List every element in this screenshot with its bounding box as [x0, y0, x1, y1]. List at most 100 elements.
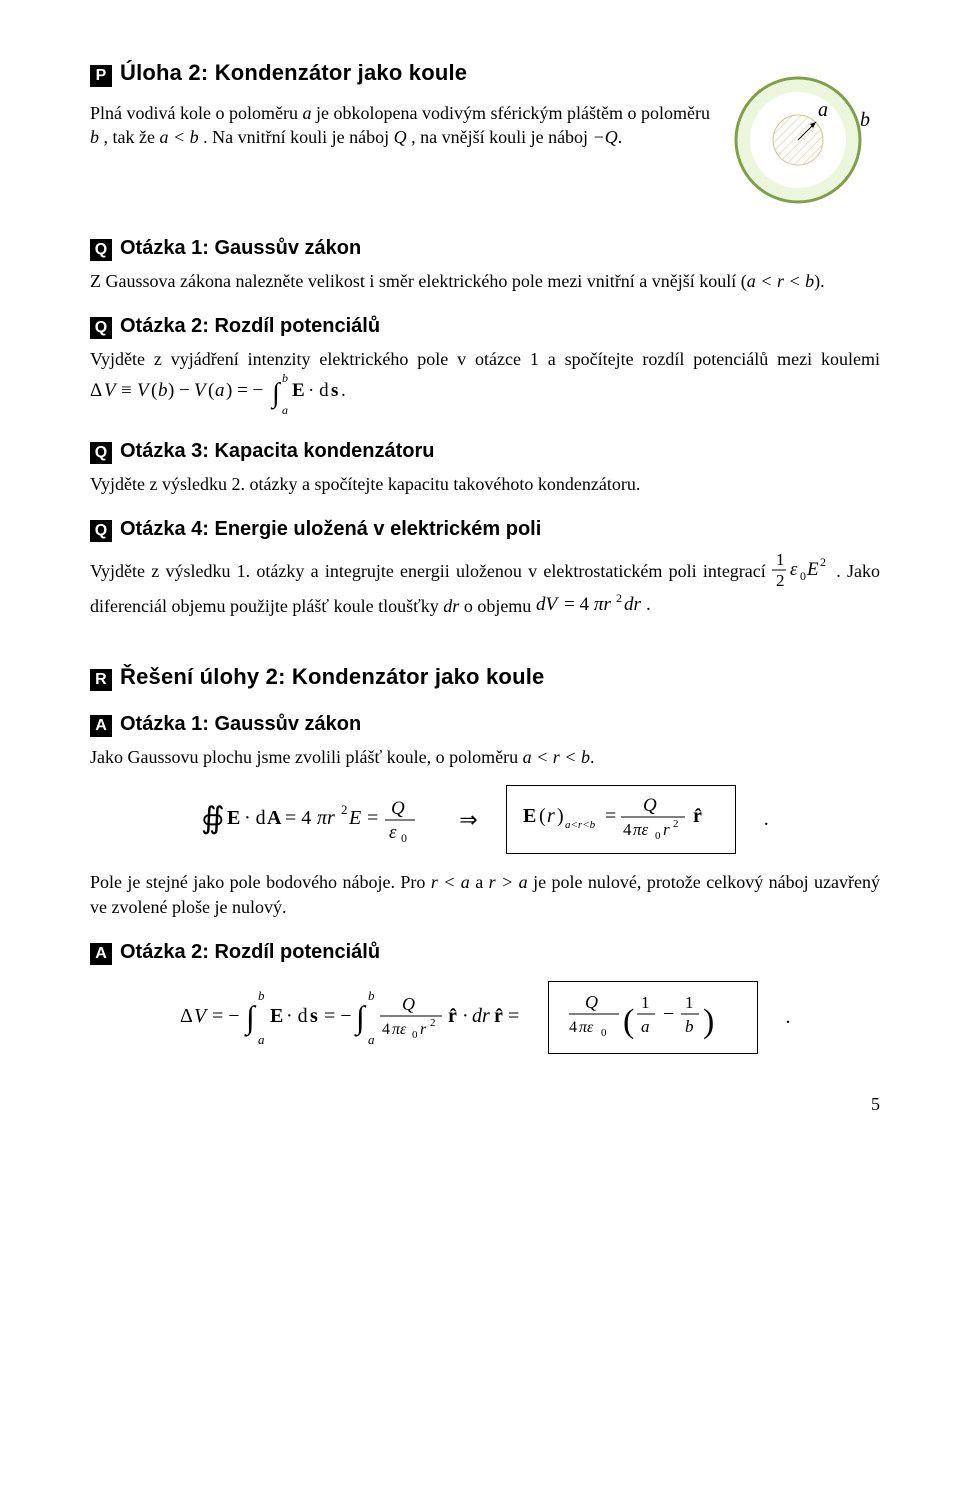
sphere-diagram: a b [720, 60, 880, 215]
svg-text:b: b [258, 988, 265, 1003]
svg-text:2: 2 [776, 571, 785, 590]
q1-heading: Q Otázka 1: Gaussův zákon [90, 237, 880, 261]
svg-text:Δ: Δ [90, 380, 102, 401]
svg-text:dr: dr [472, 1005, 490, 1027]
q4-text: Vyjděte z výsledku 1. otázky a integrujt… [90, 550, 880, 618]
svg-text:a<r<b: a<r<b [565, 819, 596, 831]
svg-text:r: r [420, 1021, 427, 1038]
svg-text:2: 2 [673, 818, 679, 830]
svg-text:−: − [663, 1003, 674, 1025]
svg-text:E: E [348, 807, 361, 829]
diagram-label-a: a [818, 99, 828, 121]
svg-text:2: 2 [616, 591, 622, 605]
svg-text:r̂: r̂ [448, 1005, 457, 1027]
svg-text:s: s [331, 380, 338, 401]
svg-text:b: b [282, 371, 288, 385]
q4-formula1: 1 2 ε 0 E 2 [772, 561, 836, 581]
badge-q4: Q [90, 520, 112, 542]
svg-text:a: a [368, 1032, 375, 1047]
svg-text:r̂: r̂ [693, 805, 702, 827]
svg-text:E: E [227, 807, 240, 829]
svg-text:1: 1 [641, 993, 650, 1012]
svg-text:Q: Q [402, 994, 415, 1014]
badge-q2: Q [90, 317, 112, 339]
q1-text: Z Gaussova zákona nalezněte velikost i s… [90, 269, 880, 293]
svg-text:E: E [270, 1005, 283, 1027]
svg-text:0: 0 [655, 830, 661, 842]
svg-text:E: E [523, 805, 536, 827]
svg-text:= −: = − [324, 1005, 352, 1027]
svg-text:(: ( [539, 805, 546, 827]
svg-text:(: ( [151, 380, 157, 401]
svg-text:V: V [104, 380, 118, 401]
task2-intro: Plná vodivá kole o poloměru a je obkolop… [90, 101, 710, 150]
svg-text:2: 2 [430, 1017, 436, 1029]
q3-heading: Q Otázka 3: Kapacita kondenzátoru [90, 440, 880, 464]
svg-text:r̂: r̂ [494, 1005, 503, 1027]
a1-text: Jako Gaussovu plochu jsme zvolili plášť … [90, 745, 880, 769]
badge-p: P [90, 65, 112, 87]
svg-text:ε: ε [790, 559, 798, 580]
task2-title: Úloha 2: Kondenzátor jako koule [120, 60, 467, 86]
svg-text:b: b [368, 988, 375, 1003]
svg-text:E: E [806, 559, 819, 580]
svg-text:a: a [282, 403, 288, 417]
diagram-label-b: b [860, 109, 870, 131]
svg-text:0: 0 [800, 569, 806, 583]
svg-text:.: . [646, 594, 651, 615]
svg-text:a: a [641, 1017, 650, 1036]
svg-text:b: b [685, 1017, 694, 1036]
svg-text:=: = [367, 807, 378, 829]
svg-text:): ) [557, 805, 564, 827]
task2-heading: P Úloha 2: Kondenzátor jako koule [90, 60, 710, 87]
svg-text:πε: πε [633, 820, 649, 839]
svg-text:Δ: Δ [180, 1005, 193, 1027]
svg-text:A: A [267, 807, 282, 829]
badge-r: R [90, 669, 112, 691]
svg-text:= 4: = 4 [564, 594, 589, 615]
svg-text:E: E [292, 380, 305, 401]
svg-text:· d: · d [286, 1005, 308, 1027]
svg-text:) −: ) − [168, 380, 190, 401]
svg-text:dV: dV [536, 594, 560, 615]
a2-formula: Δ V = − ∫ b a E · d s = − ∫ b a Q 4 πε 0… [90, 981, 880, 1054]
a1-heading: A Otázka 1: Gaussův zákon [90, 713, 880, 737]
badge-a2: A [90, 943, 112, 965]
svg-text:πε: πε [392, 1021, 407, 1038]
svg-text:=: = [605, 805, 616, 827]
q2-heading: Q Otázka 2: Rozdíl potenciálů [90, 315, 880, 339]
svg-text:= −: = − [212, 1005, 240, 1027]
svg-text:0: 0 [412, 1029, 418, 1041]
q2-text: Vyjděte z vyjádření intenzity elektrické… [90, 347, 880, 417]
svg-text:s: s [310, 1005, 318, 1027]
svg-text:= 4: = 4 [285, 807, 311, 829]
badge-a1: A [90, 715, 112, 737]
svg-text:4: 4 [382, 1021, 390, 1038]
svg-text:∫: ∫ [354, 999, 367, 1037]
svg-text:·: · [462, 1005, 469, 1027]
svg-text:r: r [547, 805, 555, 827]
svg-text:.: . [341, 380, 346, 401]
svg-text:dr: dr [624, 594, 642, 615]
svg-text:1: 1 [776, 550, 785, 569]
svg-text:2: 2 [341, 802, 348, 817]
svg-text:Q: Q [391, 798, 405, 819]
q2-formula: Δ V ≡ V ( b ) − V ( a ) = − ∫ b a E · d … [90, 384, 350, 404]
svg-text:Q: Q [643, 795, 657, 816]
svg-text:V: V [194, 380, 208, 401]
svg-text:ε: ε [389, 822, 397, 843]
svg-text:0: 0 [401, 831, 407, 845]
svg-text:b: b [158, 380, 168, 401]
a1-formula: ∯ E · d A = 4 πr 2 E = Q ε 0 ⇒ E ( r ) a… [90, 785, 880, 854]
svg-text:∫: ∫ [270, 378, 282, 410]
svg-text:V: V [194, 1005, 209, 1027]
svg-text:πε: πε [579, 1019, 594, 1036]
svg-text:(: ( [623, 1003, 634, 1040]
svg-text:πr: πr [317, 807, 335, 829]
svg-text:· d: · d [308, 380, 329, 401]
svg-text:· d: · d [244, 807, 266, 829]
svg-text:): ) [703, 1003, 714, 1040]
svg-text:V: V [137, 380, 151, 401]
badge-q3: Q [90, 442, 112, 464]
q4-heading: Q Otázka 4: Energie uložená v elektrické… [90, 518, 880, 542]
